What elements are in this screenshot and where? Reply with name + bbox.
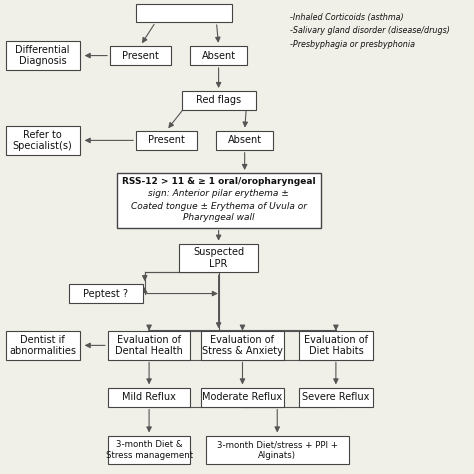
Text: 3-month Diet &
Stress management: 3-month Diet & Stress management [106, 440, 192, 460]
Text: Evaluation of
Stress & Anxiety: Evaluation of Stress & Anxiety [202, 335, 283, 356]
FancyBboxPatch shape [201, 388, 284, 407]
FancyBboxPatch shape [201, 331, 284, 359]
FancyBboxPatch shape [69, 284, 143, 303]
Text: Evaluation of
Diet Habits: Evaluation of Diet Habits [304, 335, 368, 356]
FancyBboxPatch shape [191, 46, 247, 65]
Text: Coated tongue ± Erythema of Uvula or: Coated tongue ± Erythema of Uvula or [131, 202, 307, 211]
Text: Present: Present [122, 51, 159, 61]
FancyBboxPatch shape [299, 331, 373, 359]
Text: sign: Anterior pilar erythema ±: sign: Anterior pilar erythema ± [148, 189, 289, 198]
Text: Peptest ?: Peptest ? [83, 289, 128, 299]
Text: Suspected
LPR: Suspected LPR [193, 247, 244, 269]
FancyBboxPatch shape [299, 388, 373, 407]
Text: RSS-12 > 11 & ≥ 1 oral/oropharyngeal: RSS-12 > 11 & ≥ 1 oral/oropharyngeal [122, 177, 315, 186]
Text: -Presbyphagia or presbyphonia: -Presbyphagia or presbyphonia [290, 39, 415, 48]
FancyBboxPatch shape [136, 4, 232, 22]
Text: Present: Present [148, 136, 185, 146]
Text: Absent: Absent [228, 136, 262, 146]
FancyBboxPatch shape [217, 131, 273, 150]
Text: Differential
Diagnosis: Differential Diagnosis [16, 45, 70, 66]
FancyBboxPatch shape [6, 126, 80, 155]
FancyBboxPatch shape [180, 244, 258, 273]
FancyBboxPatch shape [182, 91, 255, 110]
FancyBboxPatch shape [108, 331, 191, 359]
FancyBboxPatch shape [6, 331, 80, 359]
Text: Moderate Reflux: Moderate Reflux [202, 392, 283, 402]
Text: Red flags: Red flags [196, 95, 241, 105]
Text: Severe Reflux: Severe Reflux [302, 392, 370, 402]
Text: Refer to
Specialist(s): Refer to Specialist(s) [13, 129, 73, 151]
FancyBboxPatch shape [108, 388, 191, 407]
Text: -Inhaled Corticoids (asthma): -Inhaled Corticoids (asthma) [290, 13, 404, 22]
Text: Evaluation of
Dental Health: Evaluation of Dental Health [115, 335, 183, 356]
FancyBboxPatch shape [110, 46, 171, 65]
Text: 3-month Diet/stress + PPI +
Alginats): 3-month Diet/stress + PPI + Alginats) [217, 440, 338, 460]
Text: Mild Reflux: Mild Reflux [122, 392, 176, 402]
FancyBboxPatch shape [136, 131, 197, 150]
FancyBboxPatch shape [6, 41, 80, 70]
Text: Pharyngeal wall: Pharyngeal wall [183, 213, 255, 222]
Text: Absent: Absent [201, 51, 236, 61]
FancyBboxPatch shape [206, 436, 349, 464]
Text: Dentist if
abnormalities: Dentist if abnormalities [9, 335, 76, 356]
FancyBboxPatch shape [108, 436, 191, 464]
Text: -Salivary gland disorder (disease/drugs): -Salivary gland disorder (disease/drugs) [290, 27, 450, 36]
FancyBboxPatch shape [117, 173, 321, 228]
